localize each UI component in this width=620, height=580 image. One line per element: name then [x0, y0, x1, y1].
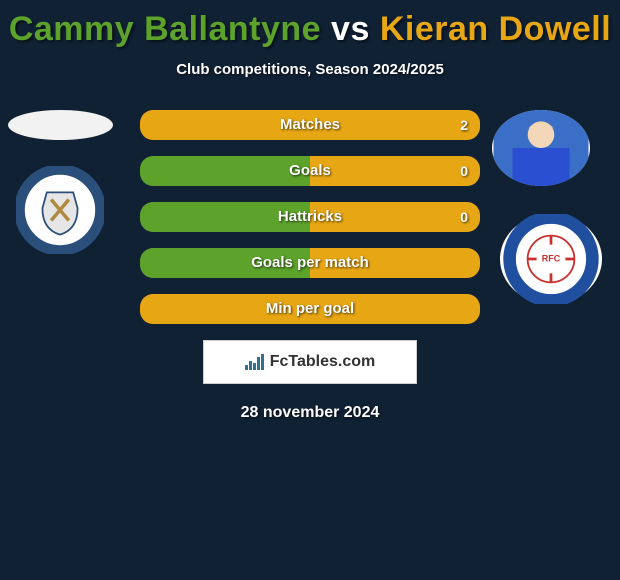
- player2-club-crest: RFC: [500, 214, 602, 304]
- source-brand: FcTables.com: [270, 353, 376, 371]
- comparison-title: Cammy Ballantyne vs Kieran Dowell: [0, 0, 620, 49]
- stat-value-right: 2: [460, 110, 468, 140]
- stat-value-right: 0: [460, 156, 468, 186]
- stat-label: Hattricks: [140, 202, 480, 232]
- player2-avatar: [492, 110, 590, 186]
- stjohnstone-crest-icon: [16, 166, 104, 254]
- player1-avatar: [8, 110, 113, 140]
- stat-row: Goals per match: [140, 248, 480, 278]
- svg-text:RFC: RFC: [542, 254, 561, 264]
- player2-avatar-art: [492, 110, 590, 186]
- stat-row: Matches2: [140, 110, 480, 140]
- stat-label: Matches: [140, 110, 480, 140]
- stat-row: Min per goal: [140, 294, 480, 324]
- stat-value-right: 0: [460, 202, 468, 232]
- barchart-icon: [245, 354, 264, 370]
- stat-row: Hattricks0: [140, 202, 480, 232]
- snapshot-date: 28 november 2024: [0, 404, 620, 422]
- stat-label: Goals per match: [140, 248, 480, 278]
- stat-row: Goals0: [140, 156, 480, 186]
- source-badge: FcTables.com: [203, 340, 417, 384]
- subtitle: Club competitions, Season 2024/2025: [0, 61, 620, 78]
- stat-bars: Matches2Goals0Hattricks0Goals per matchM…: [140, 110, 480, 324]
- rangers-crest-icon: RFC: [500, 214, 602, 304]
- player2-name: Kieran Dowell: [380, 10, 611, 48]
- stat-label: Min per goal: [140, 294, 480, 324]
- vs-text: vs: [331, 10, 370, 48]
- comparison-panel: RFC Matches2Goals0Hattricks0Goals per ma…: [0, 110, 620, 422]
- player1-name: Cammy Ballantyne: [9, 10, 321, 48]
- player1-club-crest: [16, 166, 104, 254]
- stat-label: Goals: [140, 156, 480, 186]
